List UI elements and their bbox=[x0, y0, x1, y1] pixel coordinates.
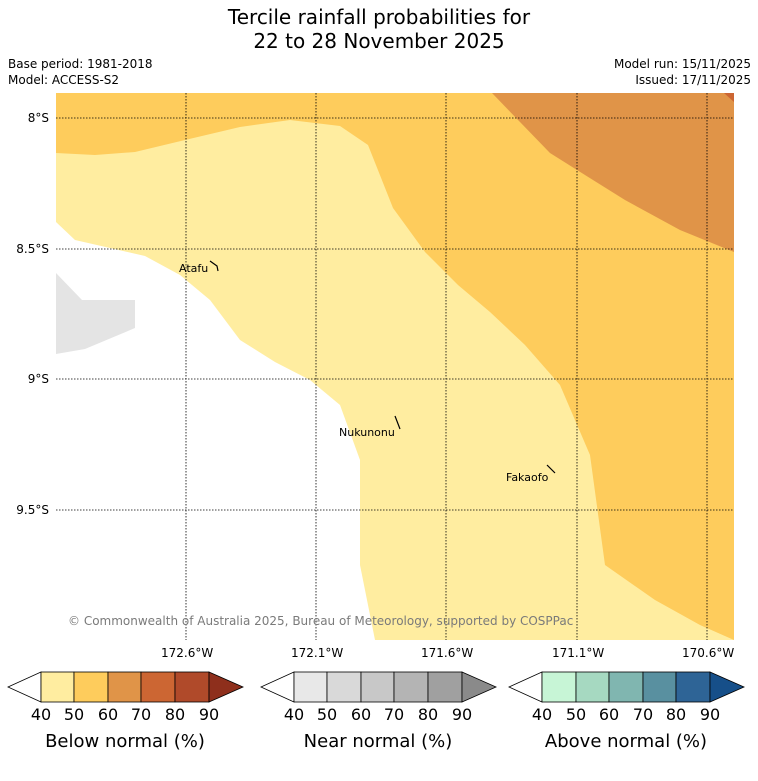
figure-title: Tercile rainfall probabilities for 22 to… bbox=[0, 5, 758, 53]
place-fakaofo: Fakaofo bbox=[506, 471, 549, 484]
legend-below-label: Below normal (%) bbox=[45, 731, 205, 752]
legend-above-low-extension bbox=[508, 671, 543, 703]
legend-near-cell-40 bbox=[293, 671, 328, 703]
no-category-region bbox=[56, 222, 375, 640]
legend-near-cell-80 bbox=[427, 671, 463, 703]
legend-below-cell-40 bbox=[40, 671, 75, 703]
legend-below-tick-60: 60 bbox=[98, 705, 118, 724]
legend-near-tick-90: 90 bbox=[452, 705, 472, 724]
legend-above-tick-70: 70 bbox=[633, 705, 653, 724]
legend-near-tick-40: 40 bbox=[284, 705, 304, 724]
lon-label-172-6: 172.6°W bbox=[161, 646, 214, 660]
legend-above-cell-70 bbox=[642, 671, 677, 703]
lon-label-171-6: 171.6°W bbox=[421, 646, 474, 660]
model-run: Model run: 15/11/2025 bbox=[613, 57, 751, 71]
title-line-1: Tercile rainfall probabilities for bbox=[227, 5, 531, 29]
legend-above-cell-80 bbox=[675, 671, 711, 703]
place-atafu: Atafu bbox=[179, 262, 209, 275]
band-below-60-70 bbox=[492, 93, 734, 252]
legend-near-tick-80: 80 bbox=[418, 705, 438, 724]
legend-below-tick-80: 80 bbox=[165, 705, 185, 724]
legend-below-tick-90: 90 bbox=[199, 705, 219, 724]
legend-above: 40 50 60 70 80 90 Above normal (%) bbox=[508, 671, 745, 752]
legend-near-label: Near normal (%) bbox=[304, 731, 453, 752]
legend-near-cell-60 bbox=[360, 671, 395, 703]
lat-label-9: 9°S bbox=[27, 372, 49, 386]
legend-near: 40 50 60 70 80 90 Near normal (%) bbox=[260, 671, 497, 752]
legend-near-tick-60: 60 bbox=[351, 705, 371, 724]
legend-near-high-extension bbox=[461, 671, 497, 703]
legend-below-cell-60 bbox=[107, 671, 142, 703]
model-name: Model: ACCESS-S2 bbox=[8, 73, 120, 87]
legend-below-tick-40: 40 bbox=[31, 705, 51, 724]
lat-label-9-5: 9.5°S bbox=[16, 503, 49, 517]
legend-near-tick-70: 70 bbox=[384, 705, 404, 724]
atafu-atoll bbox=[209, 260, 219, 272]
legend-near-cell-50 bbox=[326, 671, 362, 703]
near-normal-region bbox=[56, 273, 135, 354]
legend-above-tick-90: 90 bbox=[700, 705, 720, 724]
atolls bbox=[209, 260, 556, 474]
place-nukunonu: Nukunonu bbox=[339, 426, 395, 439]
legend-above-label: Above normal (%) bbox=[545, 731, 707, 752]
legend-near-low-extension bbox=[260, 671, 295, 703]
legend-above-cell-60 bbox=[608, 671, 644, 703]
legend-below-high-extension bbox=[208, 671, 244, 703]
legend-below-cell-50 bbox=[73, 671, 109, 703]
legend-above-tick-40: 40 bbox=[532, 705, 552, 724]
lon-label-172-1: 172.1°W bbox=[291, 646, 344, 660]
legend-svg: 40 50 60 70 80 90 Below normal (%) 40 50 60 70 80 90… bbox=[7, 671, 745, 752]
nukunonu-atoll bbox=[394, 415, 401, 430]
lat-label-8: 8°S bbox=[27, 111, 49, 125]
legend-below: 40 50 60 70 80 90 Below normal (%) bbox=[7, 671, 244, 752]
issued-date: Issued: 17/11/2025 bbox=[635, 73, 751, 87]
legend-above-high-extension bbox=[709, 671, 745, 703]
map-area bbox=[56, 93, 734, 640]
gridlines bbox=[56, 93, 734, 640]
lat-label-8-5: 8.5°S bbox=[16, 242, 49, 256]
lon-label-171-1: 171.1°W bbox=[552, 646, 605, 660]
legend-near-cell-70 bbox=[393, 671, 429, 703]
legend-below-low-extension bbox=[7, 671, 42, 703]
legend-near-tick-50: 50 bbox=[317, 705, 337, 724]
band-below-70-80 bbox=[724, 93, 734, 102]
title-line-2: 22 to 28 November 2025 bbox=[253, 29, 505, 53]
legend-above-tick-50: 50 bbox=[566, 705, 586, 724]
fakaofo-atoll bbox=[546, 464, 556, 474]
legend-below-tick-50: 50 bbox=[64, 705, 84, 724]
meta-right: Model run: 15/11/2025 Issued: 17/11/2025 bbox=[614, 56, 751, 88]
legend-above-cell-50 bbox=[575, 671, 610, 703]
base-period: Base period: 1981-2018 bbox=[8, 57, 153, 71]
meta-left: Base period: 1981-2018 Model: ACCESS-S2 bbox=[8, 56, 153, 88]
legend-below-tick-70: 70 bbox=[131, 705, 151, 724]
legend-above-tick-80: 80 bbox=[666, 705, 686, 724]
lon-label-170-6: 170.6°W bbox=[682, 646, 735, 660]
legend-below-cell-80 bbox=[174, 671, 210, 703]
legend-below-cell-70 bbox=[140, 671, 176, 703]
copyright-notice: © Commonwealth of Australia 2025, Bureau… bbox=[68, 614, 574, 628]
legend-above-cell-40 bbox=[541, 671, 577, 703]
legend-above-tick-60: 60 bbox=[599, 705, 619, 724]
